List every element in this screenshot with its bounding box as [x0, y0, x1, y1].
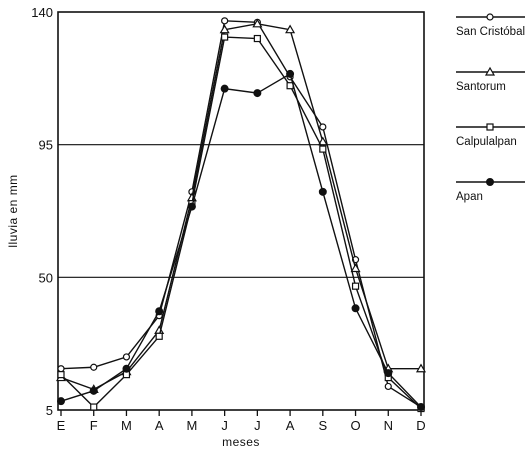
data-point	[89, 386, 98, 395]
legend-marker	[486, 178, 495, 187]
data-point	[415, 363, 427, 373]
data-point	[319, 123, 327, 131]
y-tick-label: 140	[31, 5, 53, 20]
series-line	[60, 36, 422, 410]
data-point	[285, 24, 296, 34]
data-point	[221, 33, 229, 41]
data-point	[253, 34, 261, 43]
data-point	[90, 363, 98, 371]
data-point	[350, 263, 361, 273]
x-tick-label: A	[155, 418, 164, 433]
data-point	[351, 304, 360, 313]
legend-label: Calpulalpan	[456, 136, 517, 148]
data-point	[187, 202, 196, 211]
x-tick-label: M	[121, 418, 132, 433]
axis-ticks: 5 50 95 140 E F M A M J J A S O N D	[31, 5, 425, 433]
x-tick-label: F	[90, 418, 98, 433]
data-point	[57, 371, 65, 379]
legend-entry: Apan	[456, 178, 525, 203]
legend-entry: Santorum	[456, 66, 525, 93]
data-point	[90, 403, 98, 411]
data-point	[319, 145, 327, 153]
x-axis-label: meses	[222, 435, 260, 449]
legend: San Cristóbal Santorum Calpulalpan Apan	[456, 13, 525, 203]
series-lines	[55, 17, 427, 413]
data-point	[57, 365, 65, 373]
x-tick-label: A	[286, 418, 295, 433]
data-point	[56, 397, 65, 406]
x-tick-label: S	[318, 418, 327, 433]
legend-marker	[486, 13, 494, 21]
y-tick-label: 5	[46, 403, 53, 418]
grid-lines	[58, 144, 424, 278]
x-tick-label: J	[221, 418, 228, 433]
legend-marker	[486, 123, 494, 131]
data-point	[122, 364, 131, 373]
x-tick-label: O	[350, 418, 360, 433]
legend-marker	[484, 66, 496, 76]
legend-label: Apan	[456, 191, 483, 203]
data-point	[384, 369, 393, 378]
x-tick-label: M	[186, 418, 197, 433]
legend-entry: Calpulalpan	[456, 123, 525, 148]
legend-label: Santorum	[456, 81, 506, 93]
data-point	[351, 282, 360, 290]
data-point	[317, 136, 328, 146]
legend-entry: San Cristóbal	[456, 13, 525, 38]
x-tick-label: D	[416, 418, 425, 433]
y-tick-label: 95	[39, 138, 53, 153]
series-line	[60, 23, 421, 391]
x-tick-label: J	[254, 418, 261, 433]
y-tick-label: 50	[39, 270, 53, 285]
data-point	[155, 332, 163, 340]
series-line	[60, 20, 422, 408]
data-point	[253, 89, 262, 98]
data-point	[318, 187, 327, 196]
data-point	[155, 307, 164, 316]
data-point	[122, 353, 131, 361]
data-point	[286, 69, 295, 78]
data-point	[384, 382, 392, 391]
series-filled-circle	[56, 69, 426, 412]
data-point	[417, 403, 426, 412]
data-point	[252, 18, 263, 28]
data-point	[220, 84, 229, 93]
series-line	[60, 72, 422, 408]
y-axis-label: lluvia en mm	[6, 174, 20, 247]
x-tick-label: N	[384, 418, 393, 433]
plot-frame	[57, 11, 425, 411]
legend-label: San Cristóbal	[456, 26, 525, 38]
data-point	[219, 24, 230, 34]
data-point	[221, 17, 229, 25]
series-open-circle	[57, 17, 425, 411]
x-tick-label: E	[57, 418, 66, 433]
